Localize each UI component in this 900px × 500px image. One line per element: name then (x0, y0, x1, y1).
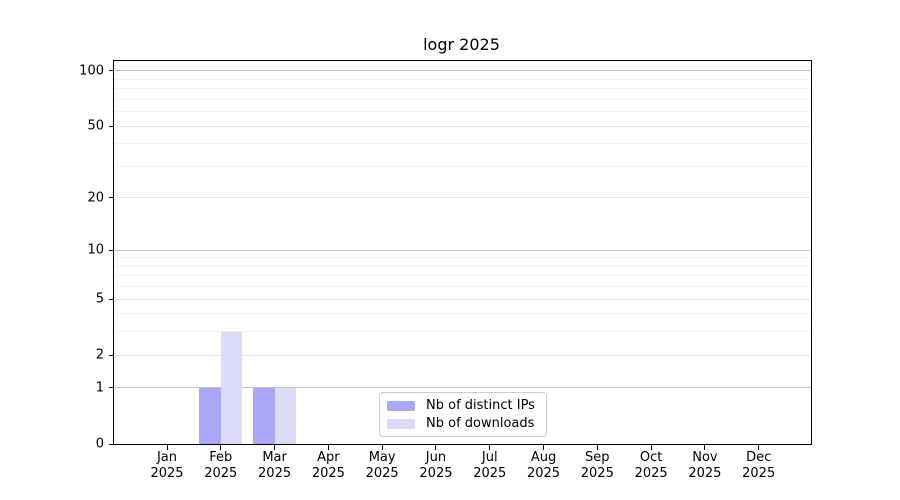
x-tick-label: Aug 2025 (517, 450, 571, 482)
gridline-minor (114, 78, 811, 80)
gridline-minor (114, 143, 811, 145)
x-tick-year: 2025 (311, 466, 345, 481)
gridline-minor (114, 275, 811, 277)
x-tick-year: 2025 (204, 466, 238, 481)
x-tick (758, 445, 760, 450)
x-tick-month: Aug (530, 450, 557, 465)
x-tick-label: Dec 2025 (732, 450, 786, 482)
y-tick-label: 2 (95, 347, 104, 363)
x-tick (596, 445, 598, 450)
x-tick-month: Nov (692, 450, 718, 465)
x-tick-label: Oct 2025 (624, 450, 678, 482)
legend: Nb of distinct IPs Nb of downloads (379, 392, 547, 437)
legend-label: Nb of downloads (426, 416, 535, 431)
gridline-minor (114, 257, 811, 259)
gridline-major (114, 70, 811, 72)
x-tick-year: 2025 (580, 466, 614, 481)
legend-swatch (387, 401, 415, 411)
y-tick (109, 443, 113, 445)
bar-mar-downloads (274, 387, 297, 444)
x-tick (166, 445, 168, 450)
x-tick-year: 2025 (150, 466, 184, 481)
x-tick (435, 445, 437, 450)
gridline-minor (114, 265, 811, 267)
x-tick-year: 2025 (258, 466, 292, 481)
gridline-major (114, 387, 811, 389)
x-tick-year: 2025 (365, 466, 399, 481)
x-tick (543, 445, 545, 450)
x-tick-label: Jul 2025 (463, 450, 517, 482)
x-tick-label: Jan 2025 (140, 450, 194, 482)
legend-row: Nb of distinct IPs (387, 397, 539, 415)
gridline-major (114, 125, 811, 127)
x-tick-month: Sep (585, 450, 610, 465)
y-tick-label: 50 (87, 118, 104, 134)
y-tick (109, 298, 113, 300)
bar-feb-downloads (220, 331, 243, 444)
y-tick-label: 0 (95, 436, 104, 452)
x-tick-month: Feb (209, 450, 233, 465)
x-tick (220, 445, 222, 450)
y-tick (109, 249, 113, 251)
chart-title: logr 2025 (423, 35, 500, 54)
y-tick-label: 100 (79, 63, 104, 79)
bar-mar-ips (253, 387, 275, 444)
y-tick-label: 10 (87, 242, 104, 258)
y-tick-label: 5 (95, 291, 104, 307)
x-tick-label: May 2025 (355, 450, 409, 482)
x-tick-year: 2025 (419, 466, 453, 481)
x-tick (327, 445, 329, 450)
x-tick-label: Apr 2025 (301, 450, 355, 482)
x-tick (489, 445, 491, 450)
x-tick-month: Mar (262, 450, 287, 465)
x-tick (381, 445, 383, 450)
gridline-major (114, 354, 811, 356)
x-tick-label: Nov 2025 (678, 450, 732, 482)
y-tick (109, 387, 113, 389)
x-tick-month: Jan (156, 450, 178, 465)
gridline-minor (114, 286, 811, 288)
gridline-minor (114, 98, 811, 100)
x-tick (704, 445, 706, 450)
x-tick-label: Feb 2025 (194, 450, 248, 482)
x-tick (274, 445, 276, 450)
y-tick-label: 20 (87, 190, 104, 206)
gridline-minor (114, 111, 811, 113)
x-tick-month: May (368, 450, 396, 465)
gridline-major (114, 298, 811, 300)
gridline-minor (114, 313, 811, 315)
plot-area: 0 1 2 5 10 20 50 100 Jan 2025 Feb 2025 Mar 2025 Apr 20… (79, 60, 812, 481)
x-tick-label: Jun 2025 (409, 450, 463, 482)
y-tick (109, 354, 113, 356)
x-tick-month: Jun (425, 450, 447, 465)
y-tick (109, 70, 113, 72)
x-tick-year: 2025 (473, 466, 507, 481)
x-tick-year: 2025 (634, 466, 668, 481)
legend-swatch (387, 419, 415, 429)
gridline-major (114, 249, 811, 251)
gridline-minor (114, 331, 811, 333)
x-tick-month: Dec (746, 450, 772, 465)
legend-row: Nb of downloads (387, 415, 539, 433)
bar-feb-ips (199, 387, 221, 444)
x-tick-month: Oct (639, 450, 663, 465)
y-tick-label: 1 (95, 380, 104, 396)
legend-label: Nb of distinct IPs (426, 398, 535, 413)
y-tick (109, 125, 113, 127)
y-tick (109, 197, 113, 199)
x-tick-label: Sep 2025 (570, 450, 624, 482)
x-tick-year: 2025 (742, 466, 776, 481)
x-tick-year: 2025 (688, 466, 722, 481)
gridline-minor (114, 165, 811, 167)
gridline-minor (114, 88, 811, 90)
x-tick-month: Apr (317, 450, 340, 465)
gridline-major (114, 197, 811, 199)
x-tick-month: Jul (481, 450, 498, 465)
x-tick (650, 445, 652, 450)
x-tick-year: 2025 (526, 466, 561, 481)
x-tick-label: Mar 2025 (248, 450, 302, 482)
